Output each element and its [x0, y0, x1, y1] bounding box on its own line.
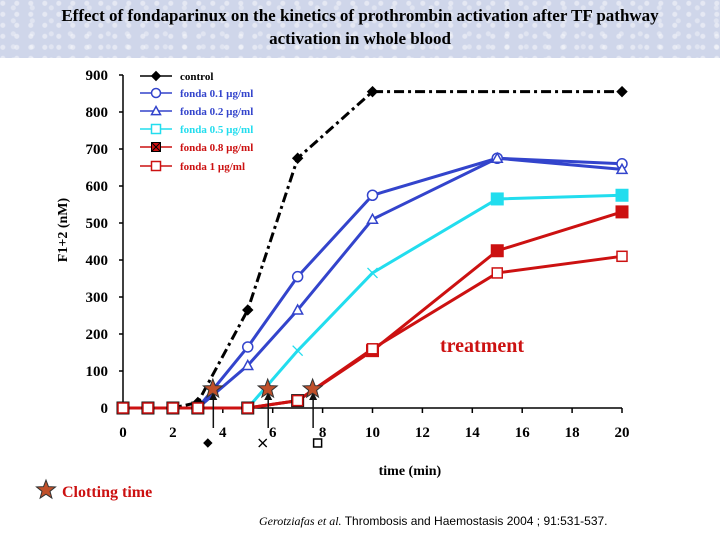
series-4-point-8 [615, 205, 629, 219]
series-line-0 [123, 90, 622, 410]
x-tick-label-14: 14 [465, 425, 481, 441]
legend-label-5: fonda 1 µg/ml [180, 161, 245, 173]
y-axis-label: F1+2 (nM) [56, 197, 71, 262]
title-band [0, 0, 720, 58]
chart-title-line-1: Effect of fondaparinux on the kinetics o… [61, 6, 659, 25]
citation: Gerotziafas et al. Thrombosis and Haemos… [259, 514, 608, 529]
clotting-star-1 [256, 377, 279, 399]
series-1-point-4 [291, 270, 304, 283]
series-5-point-8 [616, 250, 628, 263]
x-tick-label-16: 16 [515, 425, 531, 441]
series-2-point-6 [490, 151, 504, 163]
legend-label-0: control [180, 71, 213, 83]
legend-marker-4 [151, 142, 161, 152]
series-0-point-7 [616, 85, 628, 98]
series-5-point-3 [192, 402, 204, 414]
chart-title: Effect of fondaparinux on the kinetics o… [0, 4, 720, 50]
legend-label-2: fonda 0.2 µg/ml [180, 106, 253, 118]
clotting-tag-marker-0 [203, 438, 213, 448]
y-tick-label-200: 200 [86, 327, 109, 343]
x-axis-label: time (min) [379, 464, 442, 479]
legend-label-4: fonda 0.8 µg/ml [180, 142, 253, 154]
legend-marker-0 [150, 70, 162, 82]
x-tick-label-0: 0 [119, 425, 127, 441]
legend-marker-1 [150, 87, 162, 99]
y-tick-label-800: 800 [86, 105, 109, 121]
series-5-point-5 [291, 394, 304, 407]
series-line-5 [123, 254, 623, 410]
series-5-point-1 [142, 402, 154, 414]
series-1-point-5 [366, 189, 379, 201]
chart-title-line-2: activation in whole blood [269, 29, 451, 48]
series-line-4 [123, 210, 623, 410]
y-tick-label-300: 300 [86, 290, 109, 306]
clotting-star-0 [201, 377, 224, 399]
y-tick-label-0: 0 [101, 401, 109, 417]
legend-marker-5 [150, 160, 162, 172]
series-3-point-7 [615, 188, 629, 202]
series-line-3 [123, 193, 623, 410]
series-3-point-6 [490, 192, 504, 206]
y-tick-label-900: 900 [86, 68, 109, 84]
citation-authors: Gerotziafas et al. [259, 514, 342, 528]
series-4-point-7 [490, 244, 504, 258]
clotting-arrowhead-0 [209, 392, 218, 400]
series-3-point-5 [367, 267, 378, 279]
legend-label-1: fonda 0.1 µg/ml [180, 88, 253, 100]
clotting-time-legend-star [35, 478, 57, 500]
legend-marker-2 [150, 104, 162, 116]
x-tick-label-6: 6 [269, 425, 277, 441]
x-tick-label-18: 18 [565, 425, 580, 441]
clotting-arrowhead-2 [309, 392, 318, 400]
y-tick-label-700: 700 [86, 142, 109, 158]
clotting-tag-marker-2 [312, 438, 323, 448]
series-2-point-7 [615, 162, 629, 175]
series-2-point-5 [366, 212, 379, 225]
series-5-point-4 [242, 402, 254, 414]
x-tick-label-10: 10 [365, 425, 380, 441]
series-5-point-0 [117, 402, 129, 414]
series-0-point-5 [291, 152, 304, 164]
y-tick-label-600: 600 [86, 179, 109, 195]
clotting-tag-marker-1 [258, 438, 268, 448]
x-tick-label-2: 2 [169, 425, 177, 441]
series-0-point-6 [366, 85, 379, 98]
y-tick-label-100: 100 [86, 364, 109, 380]
y-tick-label-500: 500 [86, 216, 109, 232]
series-3-point-4 [292, 345, 304, 357]
x-tick-label-4: 4 [219, 425, 227, 441]
clotting-star-2 [301, 377, 324, 399]
legend-label-3: fonda 0.5 µg/ml [180, 124, 253, 136]
series-5-point-7 [491, 267, 503, 279]
series-5-point-2 [167, 402, 179, 414]
y-tick-label-400: 400 [86, 253, 109, 269]
series-2-point-4 [291, 303, 304, 315]
x-tick-label-8: 8 [319, 425, 327, 441]
x-tick-label-20: 20 [615, 425, 630, 441]
series-2-point-3 [241, 358, 255, 371]
series-5-point-6 [366, 343, 379, 355]
treatment-label: treatment [440, 335, 524, 357]
clotting-time-legend-label: Clotting time [62, 484, 152, 501]
clotting-arrowhead-1 [264, 392, 273, 400]
citation-journal: Thrombosis and Haemostasis 2004 ; 91:531… [344, 514, 608, 528]
series-0-point-4 [242, 304, 254, 316]
series-1-point-3 [242, 341, 254, 353]
legend-marker-3 [150, 123, 162, 135]
x-tick-label-12: 12 [415, 425, 430, 441]
